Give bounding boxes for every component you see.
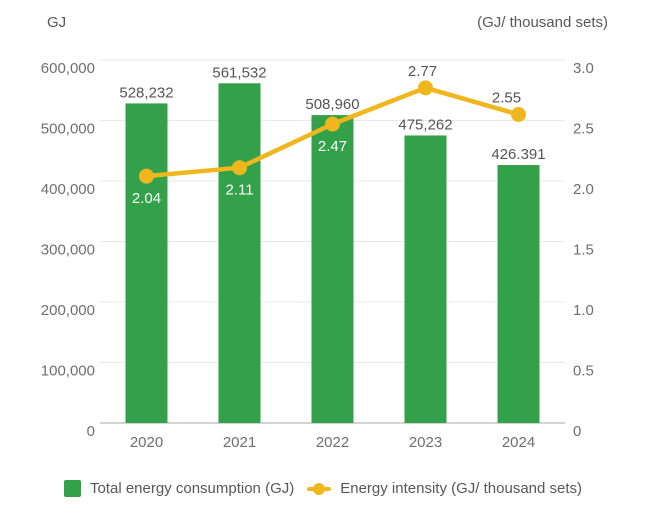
bar-value-label: 528,232 xyxy=(119,84,173,101)
line-value-label: 2.77 xyxy=(408,63,437,80)
bar-value-label: 475,262 xyxy=(398,116,452,133)
bar-2022 xyxy=(311,115,354,424)
left-axis-tick-label: 600,000 xyxy=(41,60,95,77)
line-swatch-dot xyxy=(313,482,326,495)
line-value-label: 2.55 xyxy=(492,89,521,106)
left-axis-tick-label: 200,000 xyxy=(41,302,95,319)
right-axis-tick-label: 0 xyxy=(573,423,581,440)
bar-2020 xyxy=(125,103,168,423)
bar-value-label: 426.391 xyxy=(491,146,545,163)
chart-legend: Total energy consumption (GJ) Energy int… xyxy=(0,480,646,497)
line-point-2021 xyxy=(232,160,247,176)
bar-2023 xyxy=(404,135,447,423)
x-axis-category-label: 2022 xyxy=(316,434,349,451)
x-axis-category-label: 2023 xyxy=(409,434,442,451)
x-axis-category-label: 2020 xyxy=(130,434,163,451)
legend-label-total-energy-consumption: Total energy consumption (GJ) xyxy=(89,480,295,497)
x-axis-category-label: 2024 xyxy=(502,434,535,451)
left-axis-tick-label: 0 xyxy=(87,423,95,440)
right-axis-tick-label: 2.5 xyxy=(573,121,594,138)
chart-plot-area: 0 0 100,000 0.5 200,000 1.0 300,000 1.5 400,000 2… xyxy=(41,59,594,451)
line-point-2024 xyxy=(511,106,526,122)
line-value-label: 2.04 xyxy=(132,190,161,207)
line-point-2023 xyxy=(418,80,433,96)
legend-label-energy-intensity: Energy intensity (GJ/ thousand sets) xyxy=(340,480,583,497)
legend-item-total-energy-consumption: Total energy consumption (GJ) xyxy=(63,480,295,497)
right-axis-tick-label: 0.5 xyxy=(573,363,594,380)
line-series-swatch-icon xyxy=(307,482,332,496)
line-value-label: 2.11 xyxy=(225,182,253,199)
left-axis-tick-label: 400,000 xyxy=(41,181,95,198)
x-axis-category-label: 2021 xyxy=(223,434,256,451)
legend-item-energy-intensity: Energy intensity (GJ/ thousand sets) xyxy=(307,480,582,497)
right-axis-tick-label: 2.0 xyxy=(573,181,594,198)
right-axis-tick-label: 1.5 xyxy=(573,242,594,259)
bar-value-label: 561,532 xyxy=(212,64,266,81)
left-axis-tick-label: 500,000 xyxy=(41,121,95,138)
left-axis-tick-label: 100,000 xyxy=(41,363,95,380)
line-point-2022 xyxy=(325,116,340,132)
bar-value-label: 508,960 xyxy=(305,96,359,113)
right-axis-tick-label: 1.0 xyxy=(573,302,594,319)
left-axis-tick-label: 300,000 xyxy=(41,242,95,259)
line-value-label: 2.47 xyxy=(318,138,347,155)
right-axis-title: (GJ/ thousand sets) xyxy=(477,14,608,31)
bar-2021 xyxy=(218,83,261,424)
bar-2024 xyxy=(497,165,540,423)
right-axis-tick-label: 3.0 xyxy=(573,60,594,77)
line-point-2020 xyxy=(139,168,154,184)
bar-series-swatch-icon xyxy=(63,480,81,497)
left-axis-title: GJ xyxy=(47,14,67,31)
